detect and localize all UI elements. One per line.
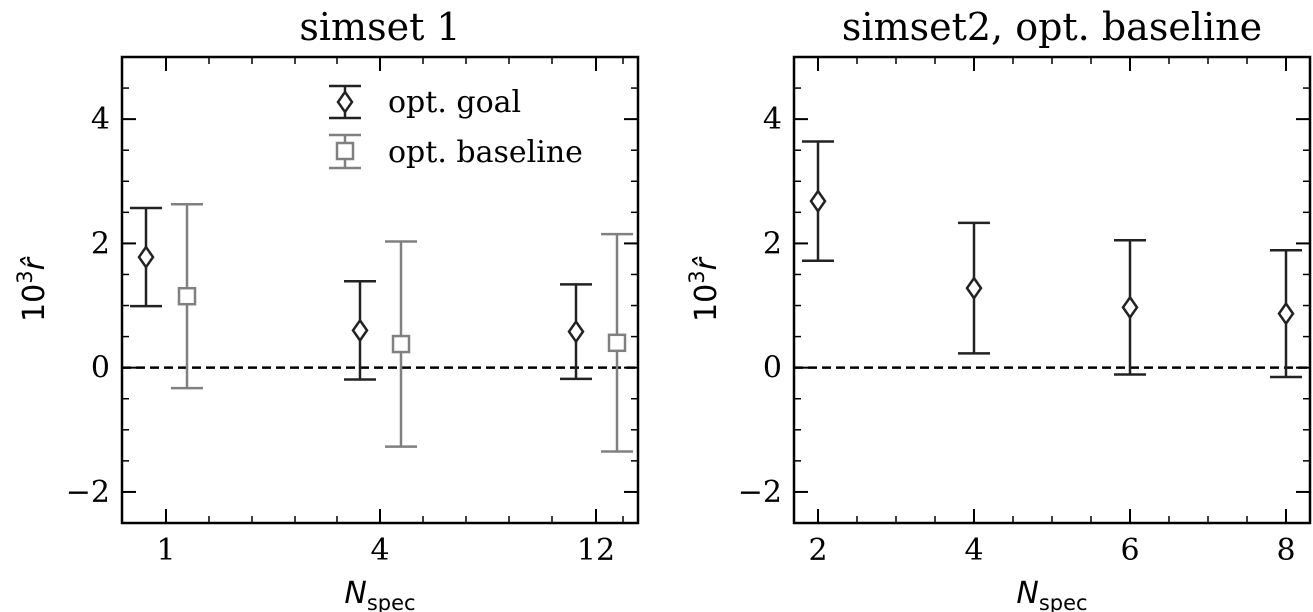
legend-label-goal: opt. goal (388, 85, 521, 120)
y-axis-label: 103r̂ (685, 256, 724, 322)
legend: opt. goal opt. baseline (329, 84, 583, 170)
square-marker (391, 334, 411, 354)
y-axis-label-sup: 3 (685, 270, 709, 283)
x-axis-label-sub: spec (1039, 591, 1088, 612)
plot-frame (120, 55, 640, 525)
y-axis-label: 103r̂ (13, 256, 52, 322)
x-tick-label: 1 (156, 533, 175, 568)
x-axis-label: Nspec (1016, 576, 1087, 612)
diamond-marker (809, 188, 827, 214)
legend-square-marker (335, 141, 355, 161)
legend-item-baseline: opt. baseline (329, 133, 583, 170)
y-axis-label-base: 10 (689, 284, 724, 322)
y-tick-label: 4 (763, 102, 782, 137)
x-tick-label: 6 (1120, 533, 1139, 568)
y-tick-label: −2 (738, 475, 782, 510)
x-axis-label-main: N (1016, 576, 1038, 611)
plot-area: −2 0 2 4 1 4 12 (66, 55, 640, 568)
y-tick-label: 4 (91, 102, 110, 137)
y-tick-label: 2 (91, 226, 110, 261)
diamond-marker (137, 244, 155, 270)
y-tick-label: 0 (763, 351, 782, 386)
panel-title: simset 1 (299, 5, 460, 49)
diamond-marker (1277, 301, 1295, 326)
legend-item-goal: opt. goal (329, 84, 521, 120)
x-tick-label: 8 (1276, 533, 1295, 568)
x-axis-label-sub: spec (367, 591, 416, 612)
panel-simset-2: simset2, opt. baseline −2 0 2 4 2 4 6 8 Nspec 1… (685, 5, 1312, 612)
legend-diamond-marker (336, 89, 354, 115)
diamond-marker (567, 319, 585, 344)
series-goal (130, 206, 592, 381)
plot-frame (792, 55, 1312, 525)
legend-label-baseline: opt. baseline (388, 135, 583, 170)
x-tick-label: 12 (577, 533, 615, 568)
series-baseline (171, 203, 633, 453)
y-tick-label: 0 (91, 351, 110, 386)
panel-title: simset2, opt. baseline (842, 5, 1262, 49)
series-goal (802, 140, 1302, 379)
square-marker (607, 333, 627, 353)
x-axis-label: Nspec (344, 576, 415, 612)
x-tick-label: 2 (808, 533, 827, 568)
y-tick-label: 2 (763, 226, 782, 261)
y-tick-label: −2 (66, 475, 110, 510)
square-marker (177, 286, 197, 306)
y-axis-label-symbol: r̂ (689, 256, 724, 270)
diamond-marker (351, 318, 369, 343)
y-axis-label-sup: 3 (13, 270, 37, 283)
x-axis-label-main: N (344, 576, 366, 611)
x-tick-label: 4 (964, 533, 983, 568)
x-tick-label: 4 (370, 533, 389, 568)
y-axis-label-base: 10 (17, 284, 52, 322)
panel-simset-1: simset 1 −2 0 2 4 1 4 12 Nspec 103r̂ opt. goal… (13, 5, 640, 612)
plot-area: −2 0 2 4 2 4 6 8 (738, 55, 1312, 568)
y-axis-label-symbol: r̂ (17, 256, 52, 270)
diamond-marker (965, 275, 983, 301)
diamond-marker (1121, 295, 1139, 320)
